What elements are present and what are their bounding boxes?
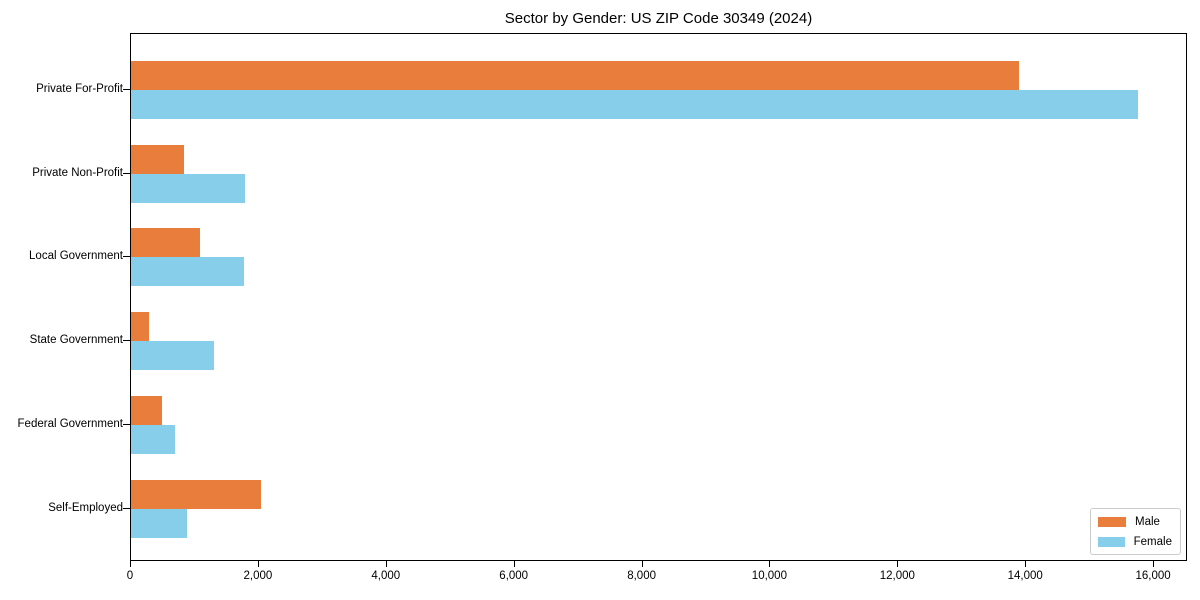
y-tick-label-local-government: Local Government bbox=[29, 250, 123, 263]
y-tick-mark bbox=[123, 340, 130, 342]
legend: Male Female bbox=[1090, 508, 1181, 555]
x-tick-label-16-000: 16,000 bbox=[1135, 570, 1171, 582]
x-tick-mark bbox=[513, 561, 515, 567]
female-series-swatch-icon bbox=[1098, 537, 1125, 547]
y-tick-mark bbox=[123, 507, 130, 509]
y-tick-mark bbox=[123, 89, 130, 90]
y-tick-label-state-government: State Government bbox=[29, 334, 123, 347]
x-tick-mark bbox=[897, 561, 899, 567]
y-tick-label-self-employed: Self-Employed bbox=[48, 501, 123, 514]
bar-female-state-government bbox=[131, 341, 215, 371]
x-tick-label-8-000: 8,000 bbox=[627, 570, 656, 582]
x-tick-label-10-000: 10,000 bbox=[751, 570, 787, 582]
x-tick-mark bbox=[1025, 561, 1027, 567]
x-tick-mark bbox=[257, 561, 259, 567]
legend-label-female: Female bbox=[1133, 536, 1172, 548]
bar-male-self-employed bbox=[131, 479, 261, 509]
x-tick-label-0: 0 bbox=[126, 570, 134, 582]
x-tick-label-14-000: 14,000 bbox=[1007, 570, 1043, 582]
male-series-swatch-icon bbox=[1098, 517, 1126, 527]
x-tick-mark bbox=[1153, 561, 1155, 567]
bar-male-private-for-profit bbox=[131, 61, 1019, 90]
bar-male-state-government bbox=[131, 312, 149, 342]
x-tick-label-4-000: 4,000 bbox=[371, 570, 401, 582]
y-tick-label-private-for-profit: Private For-Profit bbox=[36, 83, 123, 95]
x-tick-mark bbox=[641, 561, 643, 567]
bar-male-federal-government bbox=[131, 395, 162, 425]
legend-item-male: Male bbox=[1098, 516, 1172, 528]
chart-title: Sector by Gender: US ZIP Code 30349 (202… bbox=[504, 10, 813, 27]
bar-female-federal-government bbox=[131, 424, 176, 454]
bar-female-private-non-profit bbox=[131, 173, 245, 203]
y-tick-mark bbox=[123, 423, 130, 425]
x-tick-mark bbox=[130, 561, 131, 567]
y-tick-mark bbox=[123, 256, 130, 258]
y-tick-label-private-non-profit: Private Non-Profit bbox=[32, 166, 123, 179]
x-tick-mark bbox=[769, 561, 771, 567]
bar-female-local-government bbox=[131, 257, 244, 287]
plot-area bbox=[130, 33, 1187, 561]
bar-male-local-government bbox=[131, 228, 201, 258]
y-tick-mark bbox=[123, 172, 130, 174]
legend-label-male: Male bbox=[1135, 516, 1160, 528]
legend-item-female: Female bbox=[1098, 536, 1172, 548]
bar-female-self-employed bbox=[131, 508, 187, 538]
x-tick-label-12-000: 12,000 bbox=[879, 570, 915, 582]
x-tick-label-6-000: 6,000 bbox=[499, 570, 529, 582]
bar-male-private-non-profit bbox=[131, 144, 185, 174]
y-tick-label-federal-government: Federal Government bbox=[17, 417, 123, 430]
x-tick-mark bbox=[385, 561, 387, 567]
x-tick-label-2-000: 2,000 bbox=[243, 570, 273, 582]
bar-female-private-for-profit bbox=[131, 90, 1139, 119]
